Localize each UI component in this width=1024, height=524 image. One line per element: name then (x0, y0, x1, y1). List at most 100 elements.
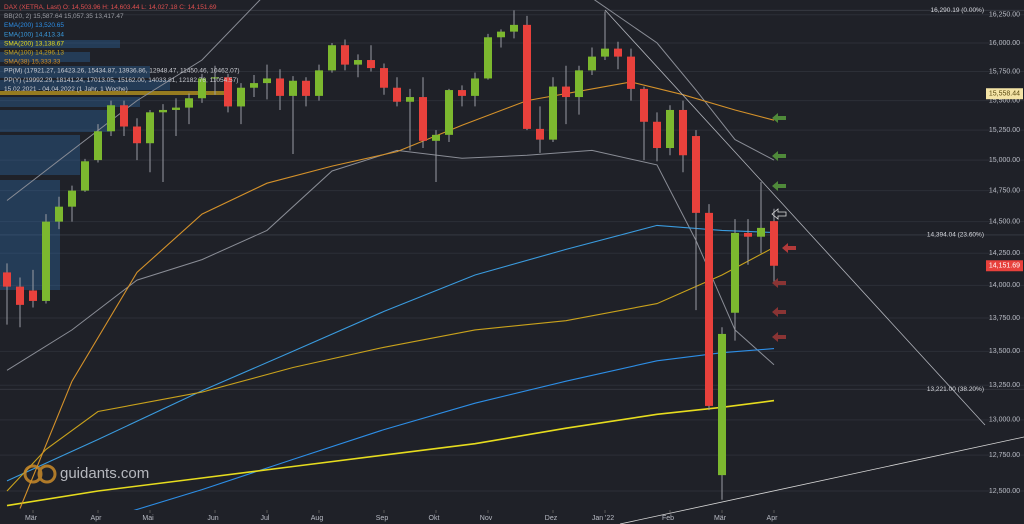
y-tick-label: 15,000.00 (989, 157, 1020, 164)
arrow (772, 278, 786, 288)
candle-body (3, 272, 11, 287)
candle-body (289, 80, 297, 96)
y-tick-label: 15,500.00 (989, 97, 1020, 104)
legend-entry: SMA(100) 14,296.13 (4, 49, 64, 56)
legend-text: 15,333.33 (31, 58, 60, 65)
candle-body (328, 45, 336, 71)
volume-profile (0, 40, 170, 290)
bollinger-upper (6, 0, 775, 201)
candle-body (601, 48, 609, 57)
candle-body (471, 78, 479, 96)
candle-body (354, 60, 362, 65)
candle-body (341, 45, 349, 65)
profile-bar (0, 135, 80, 175)
candle-body (198, 78, 206, 99)
candle-body (705, 212, 713, 406)
y-tick-label: 12,500.00 (989, 488, 1020, 495)
x-tick-label: Mär (714, 515, 727, 522)
x-tick-label: Jan '22 (592, 515, 614, 522)
candle-body (692, 136, 700, 213)
y-tick-label: 13,750.00 (989, 315, 1020, 322)
candle-body (575, 70, 583, 98)
profile-bar (0, 110, 110, 132)
candle-body (42, 221, 50, 301)
logo (23, 464, 43, 484)
candle-body (744, 232, 752, 237)
level-label: 14,394.04 (23.60%) (927, 232, 984, 239)
candle-body (614, 48, 622, 57)
candle-body (458, 90, 466, 96)
candle-body (562, 86, 570, 98)
candle-body (211, 77, 219, 79)
candle-body (172, 107, 180, 110)
legend-entry: PP(M) (17921.27, 16423.26, 15434.87, 139… (4, 67, 240, 74)
candle-body (666, 109, 674, 149)
legend-text: 14,413.34 (35, 31, 64, 38)
candle-body (640, 88, 648, 122)
watermark: guidants.com (23, 464, 149, 484)
candle-body (68, 190, 76, 207)
price-marker (986, 88, 1023, 100)
candle-body (120, 105, 128, 127)
legend-text: 14,296.13 (35, 49, 64, 56)
legend-entry: EMA(100) 14,413.34 (4, 31, 64, 38)
legend-text: EMA(200) (4, 22, 33, 29)
x-tick-label: Nov (480, 515, 493, 522)
candle-body (133, 126, 141, 144)
candle-body (445, 90, 453, 135)
candle-body (653, 121, 661, 149)
price-marker-label: 15,558.44 (989, 91, 1020, 98)
y-tick-label: 14,750.00 (989, 187, 1020, 194)
moving-average (19, 81, 775, 509)
legend-entry: BB(20, 2) 15,587.64 15,057.35 13,417.47 (4, 13, 124, 20)
profile-bar (0, 97, 140, 107)
candle-body (263, 78, 271, 84)
y-tick-label: 13,500.00 (989, 348, 1020, 355)
profile-bar (0, 66, 150, 78)
arrow (772, 181, 786, 191)
y-tick-label: 14,500.00 (989, 218, 1020, 225)
arrow (782, 243, 796, 253)
price-marker-label: 14,151.69 (989, 263, 1020, 270)
arrow (772, 332, 786, 342)
arrow (772, 113, 786, 123)
level-label: 13,221.00 (38.20%) (927, 386, 984, 393)
candle-body (94, 131, 102, 161)
legend-entry: PP(Y) (19992.29, 18141.24, 17013.05, 151… (4, 77, 238, 84)
candle-body (497, 31, 505, 38)
profile-poc (0, 91, 230, 95)
candle-body (588, 56, 596, 71)
candle-body (315, 70, 323, 96)
y-tick-label: 14,000.00 (989, 282, 1020, 289)
legend-text: DAX (XETRA, Last) (4, 4, 61, 11)
legend-text: PP(M) (17921.27, 16423.26, 15434.87, 139… (4, 67, 240, 74)
level-label: 16,290.19 (0.00%) (931, 7, 984, 14)
trend-line (604, 9, 986, 426)
candle-body (224, 77, 232, 107)
arrow (771, 208, 787, 220)
candle-body (276, 78, 284, 96)
candle-body (29, 290, 37, 301)
legend-entry: SMA(200) 13,138.67 (4, 40, 64, 47)
candle-body (159, 109, 167, 113)
candle-body (484, 37, 492, 79)
legend-text: EMA(100) (4, 31, 33, 38)
y-tick-label: 12,750.00 (989, 452, 1020, 459)
candle-body (55, 206, 63, 222)
candle-body (627, 56, 635, 89)
y-tick-label: 14,250.00 (989, 250, 1020, 257)
candle-body (770, 221, 778, 266)
candle-body (757, 227, 765, 237)
candle-body (510, 24, 518, 32)
candle-body (419, 97, 427, 141)
moving-average (6, 399, 775, 507)
x-tick-label: Sep (376, 515, 389, 522)
legend-text: 15.02.2021 - 04.04.2022 (1 Jahr, 1 Woche… (4, 86, 128, 93)
legend-text: 15,587.64 15,057.35 13,417.47 (33, 13, 124, 20)
x-tick-label: Aug (311, 515, 324, 522)
candle-body (536, 128, 544, 140)
profile-bar (0, 52, 90, 62)
candle-body (367, 60, 375, 69)
